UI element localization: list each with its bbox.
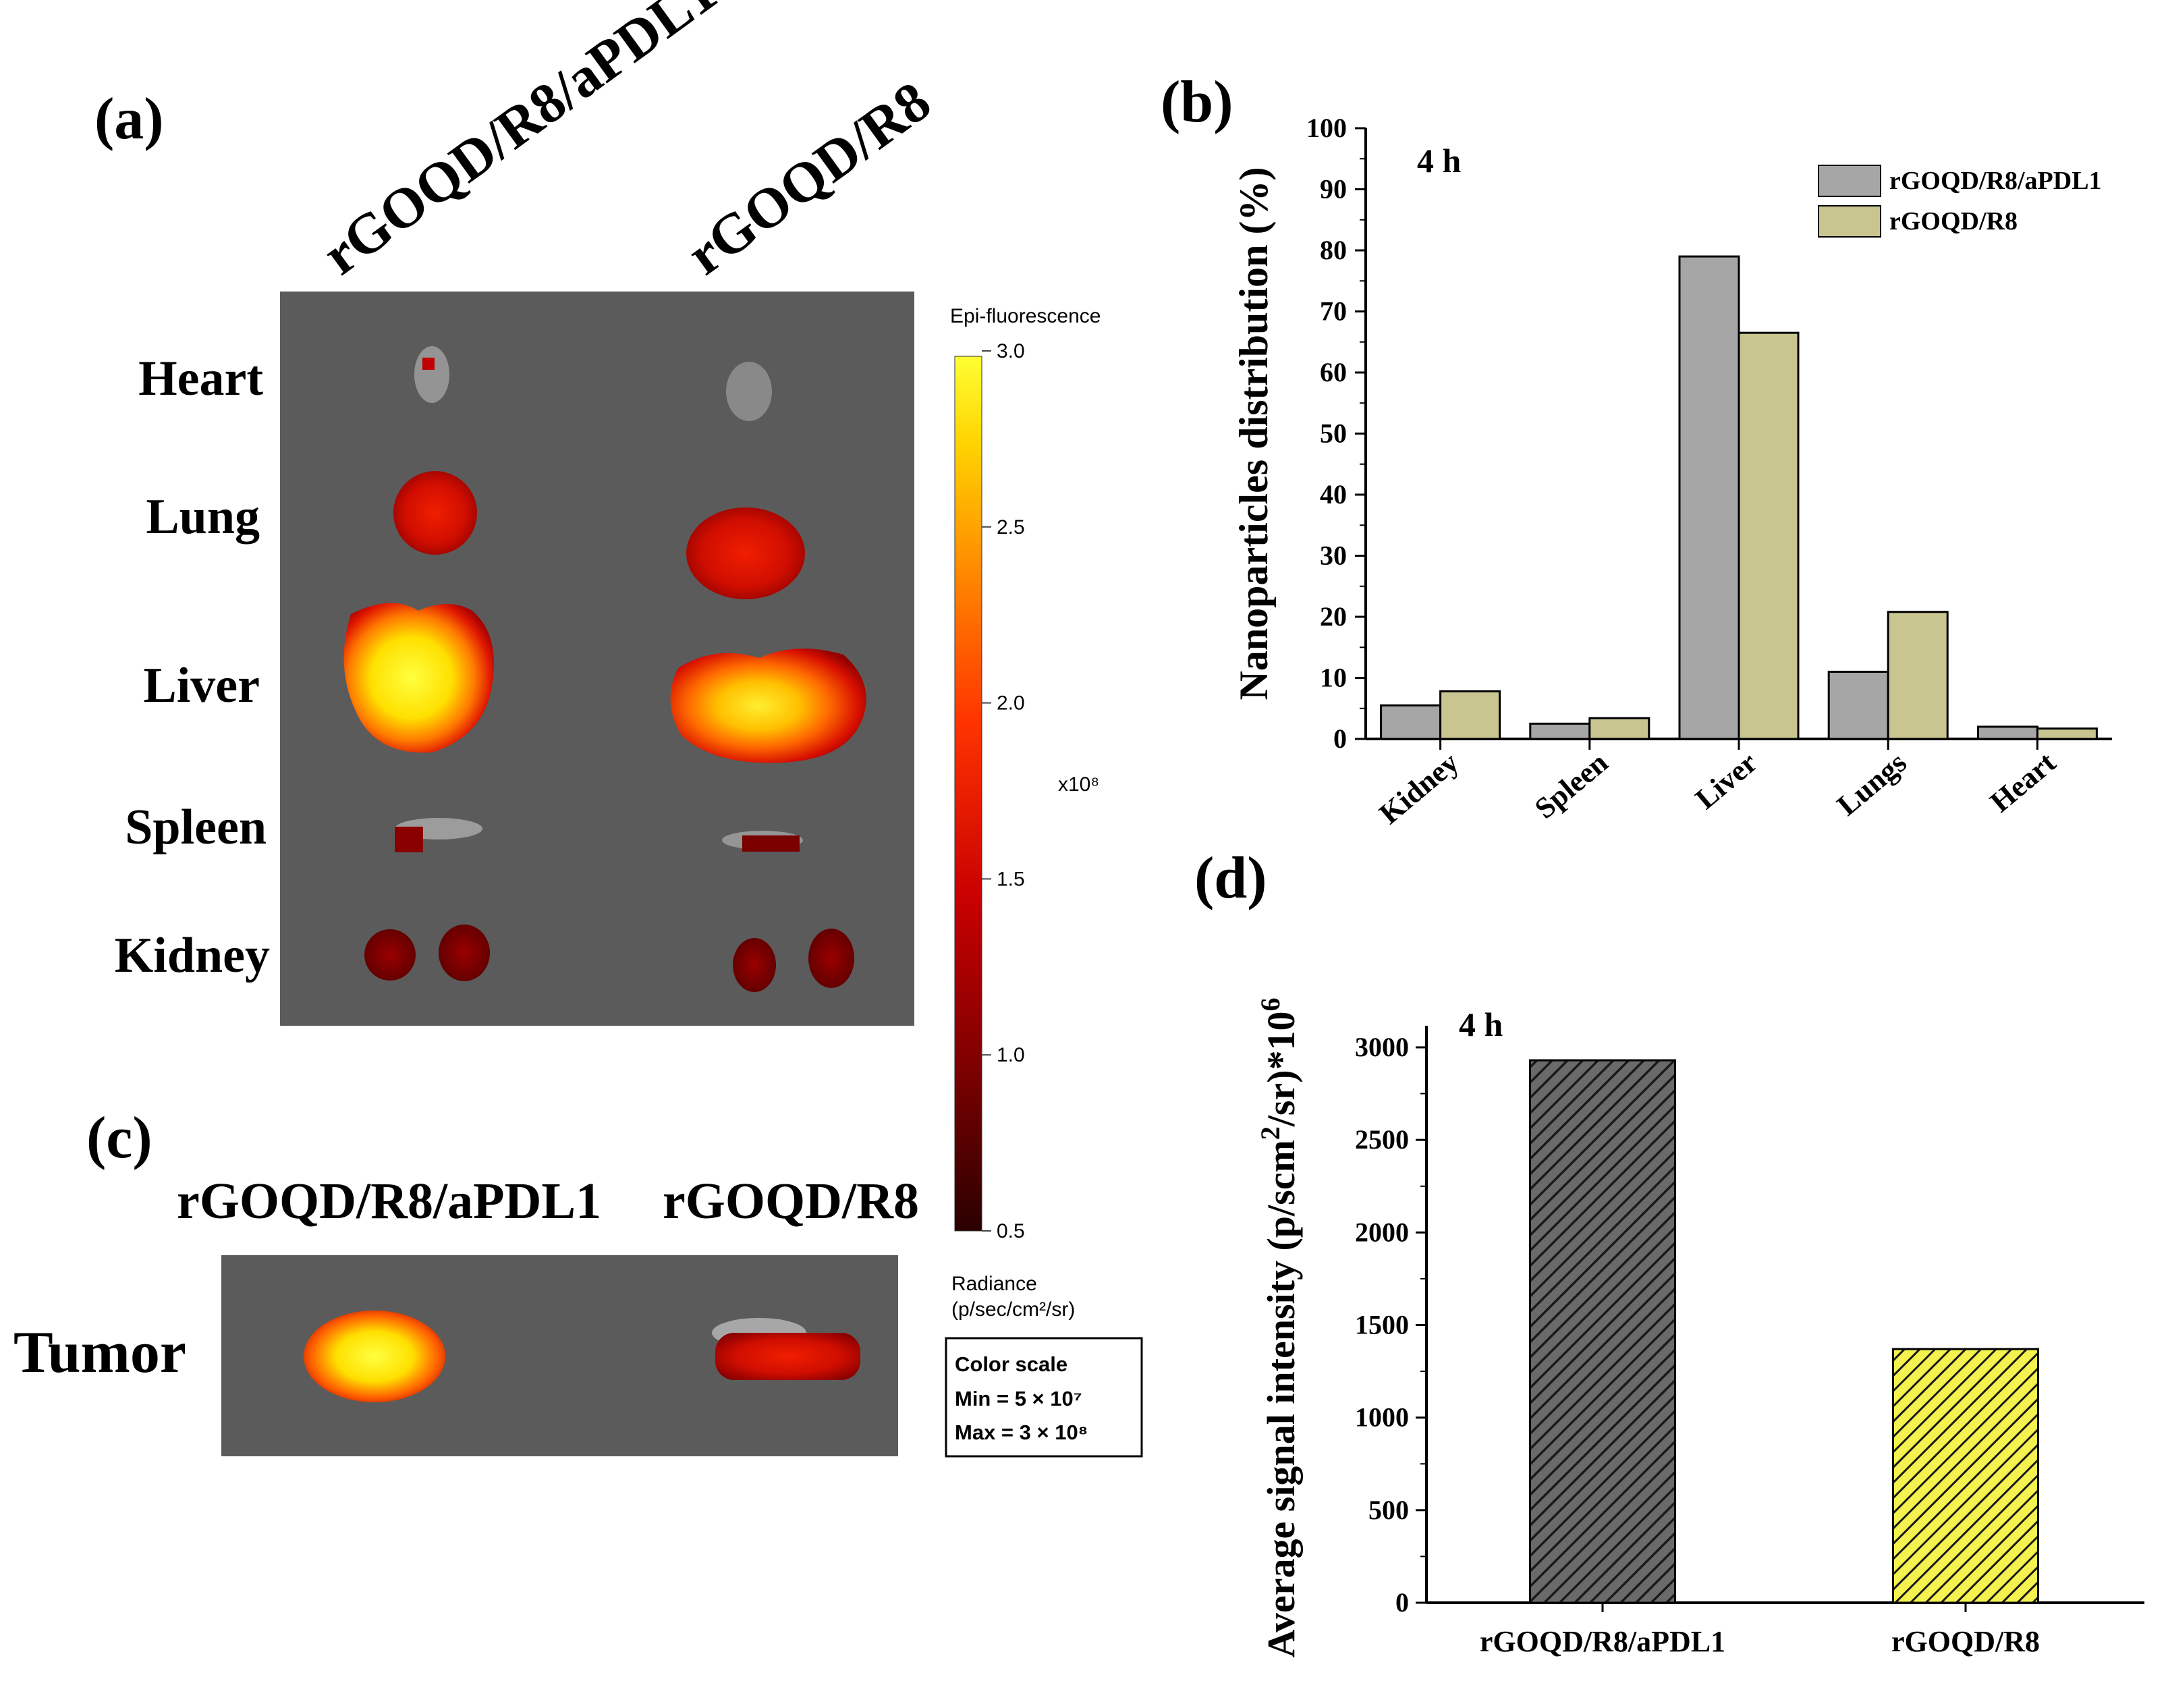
y-tick-label: 3000	[1355, 1032, 1409, 1062]
color-scale-max: Max = 3 × 10⁸	[955, 1421, 1088, 1444]
heart-organ-2	[726, 362, 772, 421]
tumor-signal-1	[304, 1311, 445, 1402]
y-tick-label: 20	[1320, 601, 1347, 632]
color-bar: Epi-fluorescence 3.0 2.5 2.0 1.5 1.0 0.5 x10⁸…	[945, 305, 1143, 1458]
legend-swatch-1	[1818, 165, 1881, 197]
bar-spleen-series-2	[1588, 717, 1650, 740]
legend-label-1: rGOQD/R8/aPDL1	[1889, 167, 2102, 195]
color-scale-title: Color scale	[955, 1352, 1067, 1376]
x-tick-label: Heart	[1984, 746, 2062, 819]
row-label-heart: Heart	[138, 351, 263, 406]
panel-d-label: (d)	[1194, 846, 1267, 911]
x-tick-label: Lungs	[1831, 746, 1912, 822]
y-tick-label: 0	[1333, 723, 1347, 754]
row-label-lung: Lung	[146, 489, 260, 545]
bar-2	[1892, 1348, 2039, 1604]
row-label-spleen: Spleen	[125, 800, 267, 855]
colorbar-gradient	[954, 356, 982, 1232]
organ-row-labels: Heart Lung Liver Spleen Kidney	[115, 351, 270, 983]
bar-lungs-series-1	[1827, 670, 1889, 740]
liver-signal-1	[343, 603, 494, 753]
bar-heart-series-1	[1976, 725, 2038, 740]
time-annotation: 4 h	[1459, 1005, 1503, 1043]
bar-1	[1529, 1059, 1676, 1604]
kidney-signal-1a	[364, 929, 416, 981]
heart-signal-1	[422, 358, 435, 370]
tumor-signal-2	[715, 1333, 860, 1380]
color-scale-min: Min = 5 × 10⁷	[955, 1387, 1082, 1410]
y-tick-label: 100	[1306, 113, 1347, 143]
legend-swatch-2	[1818, 205, 1881, 238]
tumor-row-label: Tumor	[13, 1320, 186, 1385]
y-tick-label: 10	[1320, 663, 1347, 693]
lung-signal-1	[393, 471, 477, 555]
y-tick-label: 2000	[1355, 1217, 1409, 1247]
bar-liver-series-1	[1678, 255, 1740, 740]
y-tick-label: 50	[1320, 418, 1347, 449]
liver-signal-2	[670, 649, 866, 763]
row-label-kidney: Kidney	[115, 928, 270, 983]
y-tick-label: 30	[1320, 541, 1347, 571]
y-tick-label: 2500	[1355, 1124, 1409, 1155]
tumor-fluorescence-image	[221, 1255, 898, 1456]
y-axis-label: Nanoparticles distribution (%)	[1231, 167, 1276, 700]
panel-a-label: (a)	[94, 86, 164, 152]
bar-lungs-series-2	[1887, 611, 1949, 740]
x-tick-label: Spleen	[1528, 746, 1614, 825]
x-tick-label: rGOQD/R8	[1891, 1625, 2040, 1658]
panel-a-col-label-2: rGOQD/R8	[676, 70, 942, 287]
x-tick-label: Liver	[1689, 746, 1763, 816]
colorbar-multiplier: x10⁸	[1058, 773, 1099, 796]
panel-c-col-label-2: rGOQD/R8	[663, 1173, 919, 1230]
bar-liver-series-2	[1738, 331, 1800, 740]
kidney-signal-2a	[733, 938, 776, 992]
chart-b: 0 10 20 30 40 50 60 70 80 90 100 Nanoparticles dist…	[1231, 113, 2112, 831]
panel-c-label: (c)	[86, 1105, 152, 1171]
colorbar-tick-label: 2.5	[997, 516, 1025, 539]
y-tick-label: 40	[1320, 479, 1347, 509]
colorbar-unit: (p/sec/cm²/sr)	[951, 1298, 1075, 1321]
legend-label-2: rGOQD/R8	[1889, 207, 2018, 236]
bar-heart-series-2	[2036, 727, 2098, 740]
y-tick-label: 1500	[1355, 1310, 1409, 1340]
colorbar-tick-label: 0.5	[997, 1220, 1025, 1242]
x-tick-label: rGOQD/R8/aPDL1	[1480, 1625, 1725, 1658]
bar-spleen-series-1	[1529, 722, 1591, 740]
y-axis-label: Average signal intensity (p/scm2/sr)*106	[1255, 997, 1303, 1657]
organ-fluorescence-image	[280, 292, 914, 1026]
bar-kidney-series-1	[1380, 704, 1442, 740]
kidney-signal-2b	[808, 929, 854, 988]
colorbar-title: Epi-fluorescence	[950, 305, 1101, 327]
bar-kidney-series-2	[1439, 690, 1501, 740]
colorbar-tick-label: 3.0	[997, 340, 1025, 362]
heart-organ-1	[414, 346, 449, 403]
x-tick-label: Kidney	[1373, 746, 1465, 831]
y-tick-label: 0	[1395, 1587, 1409, 1618]
y-tick-label: 90	[1320, 174, 1347, 204]
colorbar-tick-label: 1.0	[997, 1044, 1025, 1066]
chart-d: 0 500 1000 1500 2000 2500 3000 Average signal i…	[1255, 997, 2144, 1658]
y-tick-label: 60	[1320, 357, 1347, 387]
colorbar-unit-title: Radiance	[951, 1273, 1037, 1295]
color-scale-box	[945, 1337, 1143, 1458]
panel-c-col-label-1: rGOQD/R8/aPDL1	[177, 1173, 601, 1230]
lung-signal-2	[686, 507, 805, 599]
kidney-signal-1b	[439, 925, 490, 981]
panel-a-col-label-1: rGOQD/R8/aPDL1	[312, 0, 728, 287]
y-tick-label: 500	[1368, 1495, 1409, 1525]
spleen-signal-1	[395, 827, 423, 852]
spleen-signal-2	[742, 835, 800, 852]
y-tick-label: 80	[1320, 235, 1347, 265]
y-tick-label: 70	[1320, 296, 1347, 327]
y-tick-label: 1000	[1355, 1402, 1409, 1433]
panel-b-label: (b)	[1161, 70, 1233, 135]
colorbar-tick-label: 1.5	[997, 868, 1025, 890]
colorbar-tick-label: 2.0	[997, 692, 1025, 715]
row-label-liver: Liver	[143, 658, 260, 713]
time-annotation: 4 h	[1417, 142, 1462, 180]
